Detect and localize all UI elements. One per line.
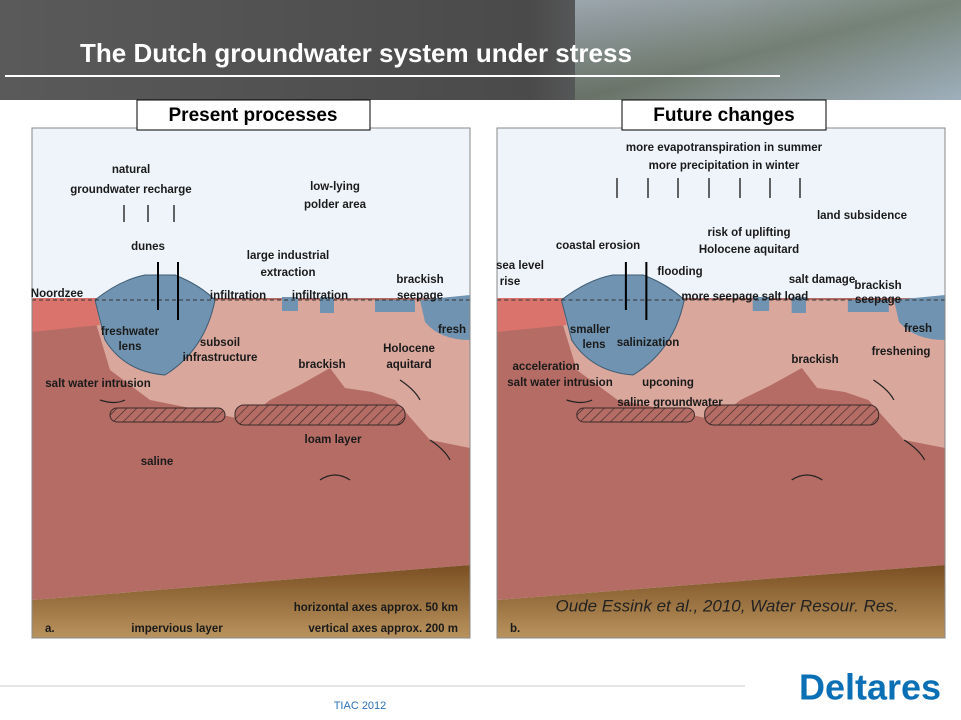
diagram-label: freshwater bbox=[101, 326, 160, 338]
footer-event: TIAC 2012 bbox=[334, 700, 387, 712]
heading-box bbox=[136, 99, 371, 131]
diagram-label: more evapotranspiration in summer bbox=[626, 142, 823, 154]
logo: Deltares bbox=[799, 667, 941, 708]
diagram-label: natural bbox=[112, 164, 150, 176]
slide-title: The Dutch groundwater system under stres… bbox=[80, 38, 632, 68]
scale-note: vertical axes approx. 200 m bbox=[308, 623, 458, 635]
diagram-label: groundwater recharge bbox=[70, 184, 191, 196]
diagram-label: seepage bbox=[855, 294, 901, 306]
diagram-label: polder area bbox=[304, 199, 367, 211]
diagram-label: upconing bbox=[642, 377, 694, 389]
citation: Oude Essink et al., 2010, Water Resour. … bbox=[556, 596, 899, 615]
scale-note: horizontal axes approx. 50 km bbox=[294, 602, 458, 614]
diagram-label: salt damage bbox=[789, 274, 855, 286]
diagram-label: dunes bbox=[131, 241, 165, 253]
diagram-label: Holocene aquitard bbox=[699, 244, 799, 256]
diagram-label: seepage bbox=[397, 290, 443, 302]
diagram-label: brackish bbox=[298, 359, 345, 371]
diagram-label: infiltration bbox=[292, 290, 348, 302]
panel-letter: a. bbox=[45, 623, 55, 635]
diagram-label: brackish bbox=[791, 354, 838, 366]
diagram-label: Noordzee bbox=[31, 288, 83, 300]
diagram-label: salt water intrusion bbox=[507, 377, 612, 389]
diagram-label: infrastructure bbox=[183, 352, 258, 364]
diagram-label: acceleration bbox=[512, 361, 579, 373]
diagram-label: large industrial bbox=[247, 250, 329, 262]
diagram-label: rise bbox=[500, 276, 520, 288]
diagram-label: salt load bbox=[762, 291, 809, 303]
diagram-label: brackish bbox=[396, 274, 443, 286]
diagram-label: smaller bbox=[570, 324, 611, 336]
recharge-arrows bbox=[123, 178, 801, 222]
diagram-label: lens bbox=[118, 341, 141, 353]
diagram-label: coastal erosion bbox=[556, 240, 640, 252]
heading-box bbox=[621, 99, 827, 131]
diagram-label: salinization bbox=[617, 337, 680, 349]
diagram-label: extraction bbox=[261, 267, 316, 279]
panel-heading: Future changes bbox=[653, 105, 794, 126]
diagram-label: land subsidence bbox=[817, 210, 907, 222]
diagram-label: saline groundwater bbox=[617, 397, 723, 409]
diagram-label: freshening bbox=[872, 346, 931, 358]
diagram-label: salt water intrusion bbox=[45, 378, 150, 390]
diagram-label: impervious layer bbox=[131, 623, 223, 635]
diagram-label: more seepage bbox=[681, 291, 758, 303]
diagram-label: subsoil bbox=[200, 337, 240, 349]
diagram-label: low-lying bbox=[310, 181, 360, 193]
header-photo bbox=[575, 0, 961, 100]
diagram-label: more precipitation in winter bbox=[649, 160, 800, 172]
diagram-label: aquitard bbox=[386, 359, 431, 371]
diagram-label: risk of uplifting bbox=[707, 227, 790, 239]
diagram-label: fresh bbox=[438, 324, 466, 336]
panel-heading: Present processes bbox=[169, 105, 338, 126]
diagram-label: infiltration bbox=[210, 290, 266, 302]
diagram-label: saline bbox=[141, 456, 174, 468]
diagram-label: lens bbox=[582, 339, 605, 351]
diagram-label: fresh bbox=[904, 323, 932, 335]
diagram-label: brackish bbox=[854, 280, 901, 292]
panel-letter: b. bbox=[510, 623, 520, 635]
diagram-label: loam layer bbox=[305, 434, 362, 446]
diagram-label: flooding bbox=[657, 266, 702, 278]
diagram-label: sea level bbox=[496, 260, 544, 272]
diagram-label: Holocene bbox=[383, 343, 435, 355]
